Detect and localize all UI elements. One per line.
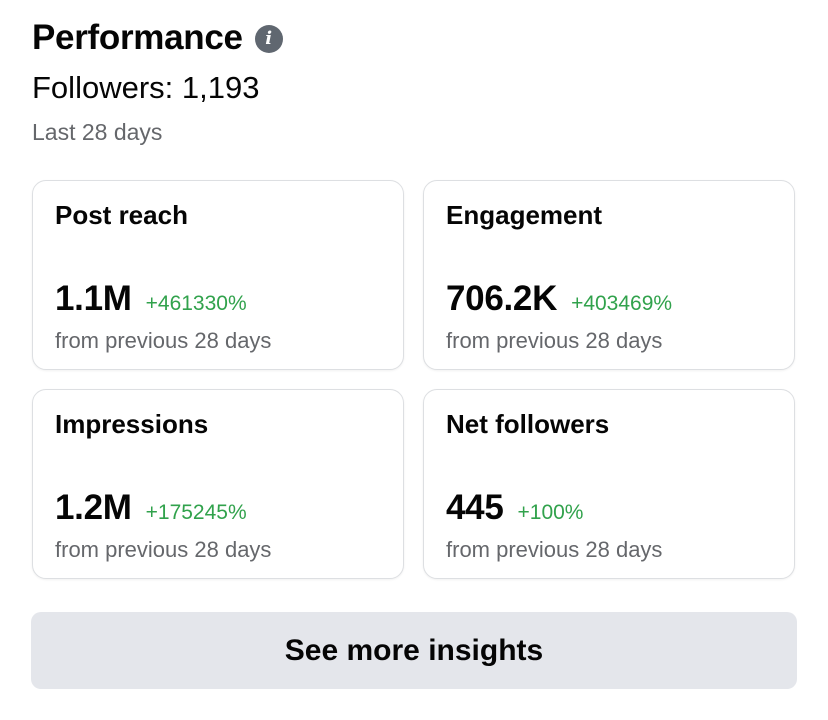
metric-value: 1.1M — [55, 279, 132, 318]
date-range-label: Last 28 days — [32, 119, 163, 145]
see-more-insights-button[interactable]: See more insights — [31, 612, 797, 689]
followers-count: Followers: 1,193 — [32, 70, 260, 105]
metric-change: +461330% — [145, 292, 247, 315]
metric-row: 1.2M +175245% — [55, 488, 247, 528]
metric-comparison-label: from previous 28 days — [446, 537, 663, 562]
card-title: Post reach — [55, 200, 188, 230]
title-row: Performance i — [32, 18, 283, 58]
metric-value: 706.2K — [446, 279, 558, 318]
metric-comparison-label: from previous 28 days — [55, 537, 272, 562]
metric-row: 706.2K +403469% — [446, 279, 672, 319]
card-title: Impressions — [55, 409, 209, 439]
metric-comparison-label: from previous 28 days — [55, 328, 272, 353]
card-title: Engagement — [446, 200, 603, 230]
metric-row: 1.1M +461330% — [55, 279, 247, 319]
impressions-card[interactable]: Impressions 1.2M +175245% from previous … — [32, 389, 404, 579]
info-icon[interactable]: i — [254, 25, 283, 53]
net-followers-card[interactable]: Net followers 445 +100% from previous 28… — [423, 389, 795, 579]
engagement-card[interactable]: Engagement 706.2K +403469% from previous… — [423, 180, 795, 370]
card-title: Net followers — [446, 409, 610, 439]
metric-change: +403469% — [571, 292, 673, 315]
page-title: Performance — [32, 18, 243, 57]
metric-row: 445 +100% — [446, 488, 583, 528]
post-reach-card[interactable]: Post reach 1.1M +461330% from previous 2… — [32, 180, 404, 370]
metric-comparison-label: from previous 28 days — [446, 328, 663, 353]
metric-value: 445 — [446, 488, 504, 527]
metric-change: +175245% — [145, 501, 247, 524]
metric-change: +100% — [517, 501, 584, 524]
metric-value: 1.2M — [55, 488, 132, 527]
